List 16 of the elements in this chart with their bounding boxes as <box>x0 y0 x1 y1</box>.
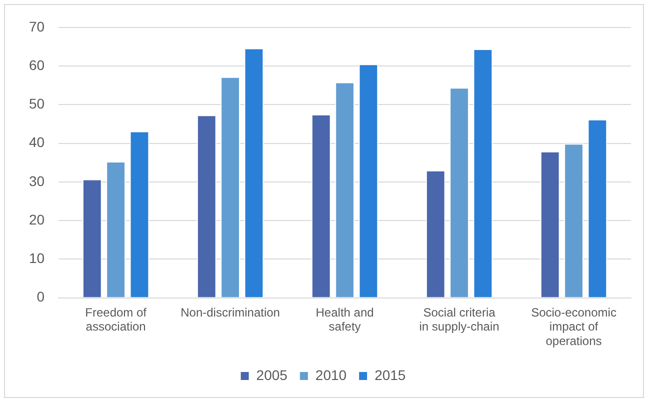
y-tick-label: 20 <box>28 211 45 228</box>
y-tick-label: 60 <box>28 56 45 73</box>
legend-label: 2005 <box>256 366 288 383</box>
y-tick-label: 70 <box>28 18 45 34</box>
y-tick-label: 40 <box>28 134 45 150</box>
legend-label: 2010 <box>315 366 347 383</box>
x-tick-label: Freedom of association <box>85 305 148 334</box>
x-tick-label: Health and safety <box>316 305 374 334</box>
y-tick-label: 30 <box>28 172 45 189</box>
y-tick-label: 10 <box>28 250 45 266</box>
y-tick-label: 50 <box>28 96 45 112</box>
y-tick-label: 0 <box>36 288 45 305</box>
legend-label: 2015 <box>374 366 406 383</box>
x-tick-label: Social criteria in supply-chain <box>419 305 500 334</box>
x-tick-label: Non-discrimination <box>180 305 280 320</box>
x-tick-label: Socio-economic impact of operations <box>531 305 616 348</box>
